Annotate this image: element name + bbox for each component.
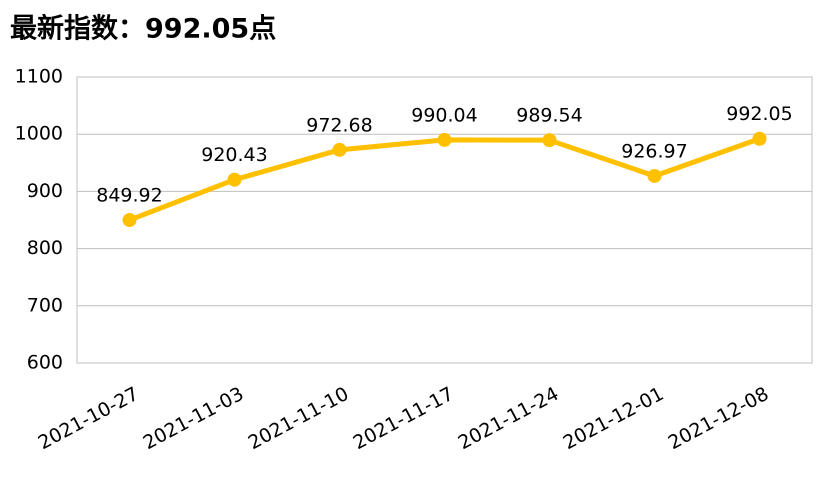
y-tick-label: 1100 — [15, 66, 63, 88]
y-tick-label: 700 — [27, 294, 63, 316]
marker — [227, 172, 242, 187]
data-label: 849.92 — [96, 185, 162, 207]
data-label: 920.43 — [201, 144, 267, 166]
data-label: 989.54 — [516, 105, 582, 127]
marker — [542, 133, 557, 148]
x-tick-label: 2021-12-08 — [665, 383, 773, 454]
chart-title: 最新指数：992.05点 — [10, 13, 276, 45]
data-label: 972.68 — [306, 114, 372, 136]
marker — [332, 142, 347, 157]
marker — [122, 213, 137, 228]
x-tick-label: 2021-11-17 — [350, 383, 458, 454]
y-tick-label: 600 — [27, 352, 63, 374]
x-tick-label: 2021-11-24 — [455, 383, 563, 454]
x-tick-label: 2021-11-03 — [140, 383, 248, 454]
x-tick-label: 2021-11-10 — [245, 383, 353, 454]
x-tick-label: 2021-10-27 — [35, 383, 143, 454]
data-label: 992.05 — [726, 103, 792, 125]
marker — [752, 131, 767, 146]
marker — [437, 132, 452, 147]
x-tick-label: 2021-12-01 — [560, 383, 668, 454]
data-label: 990.04 — [411, 104, 477, 126]
data-label: 926.97 — [621, 140, 687, 162]
y-tick-label: 1000 — [15, 123, 63, 145]
y-tick-label: 800 — [27, 237, 63, 259]
marker — [647, 168, 662, 183]
y-tick-label: 900 — [27, 180, 63, 202]
